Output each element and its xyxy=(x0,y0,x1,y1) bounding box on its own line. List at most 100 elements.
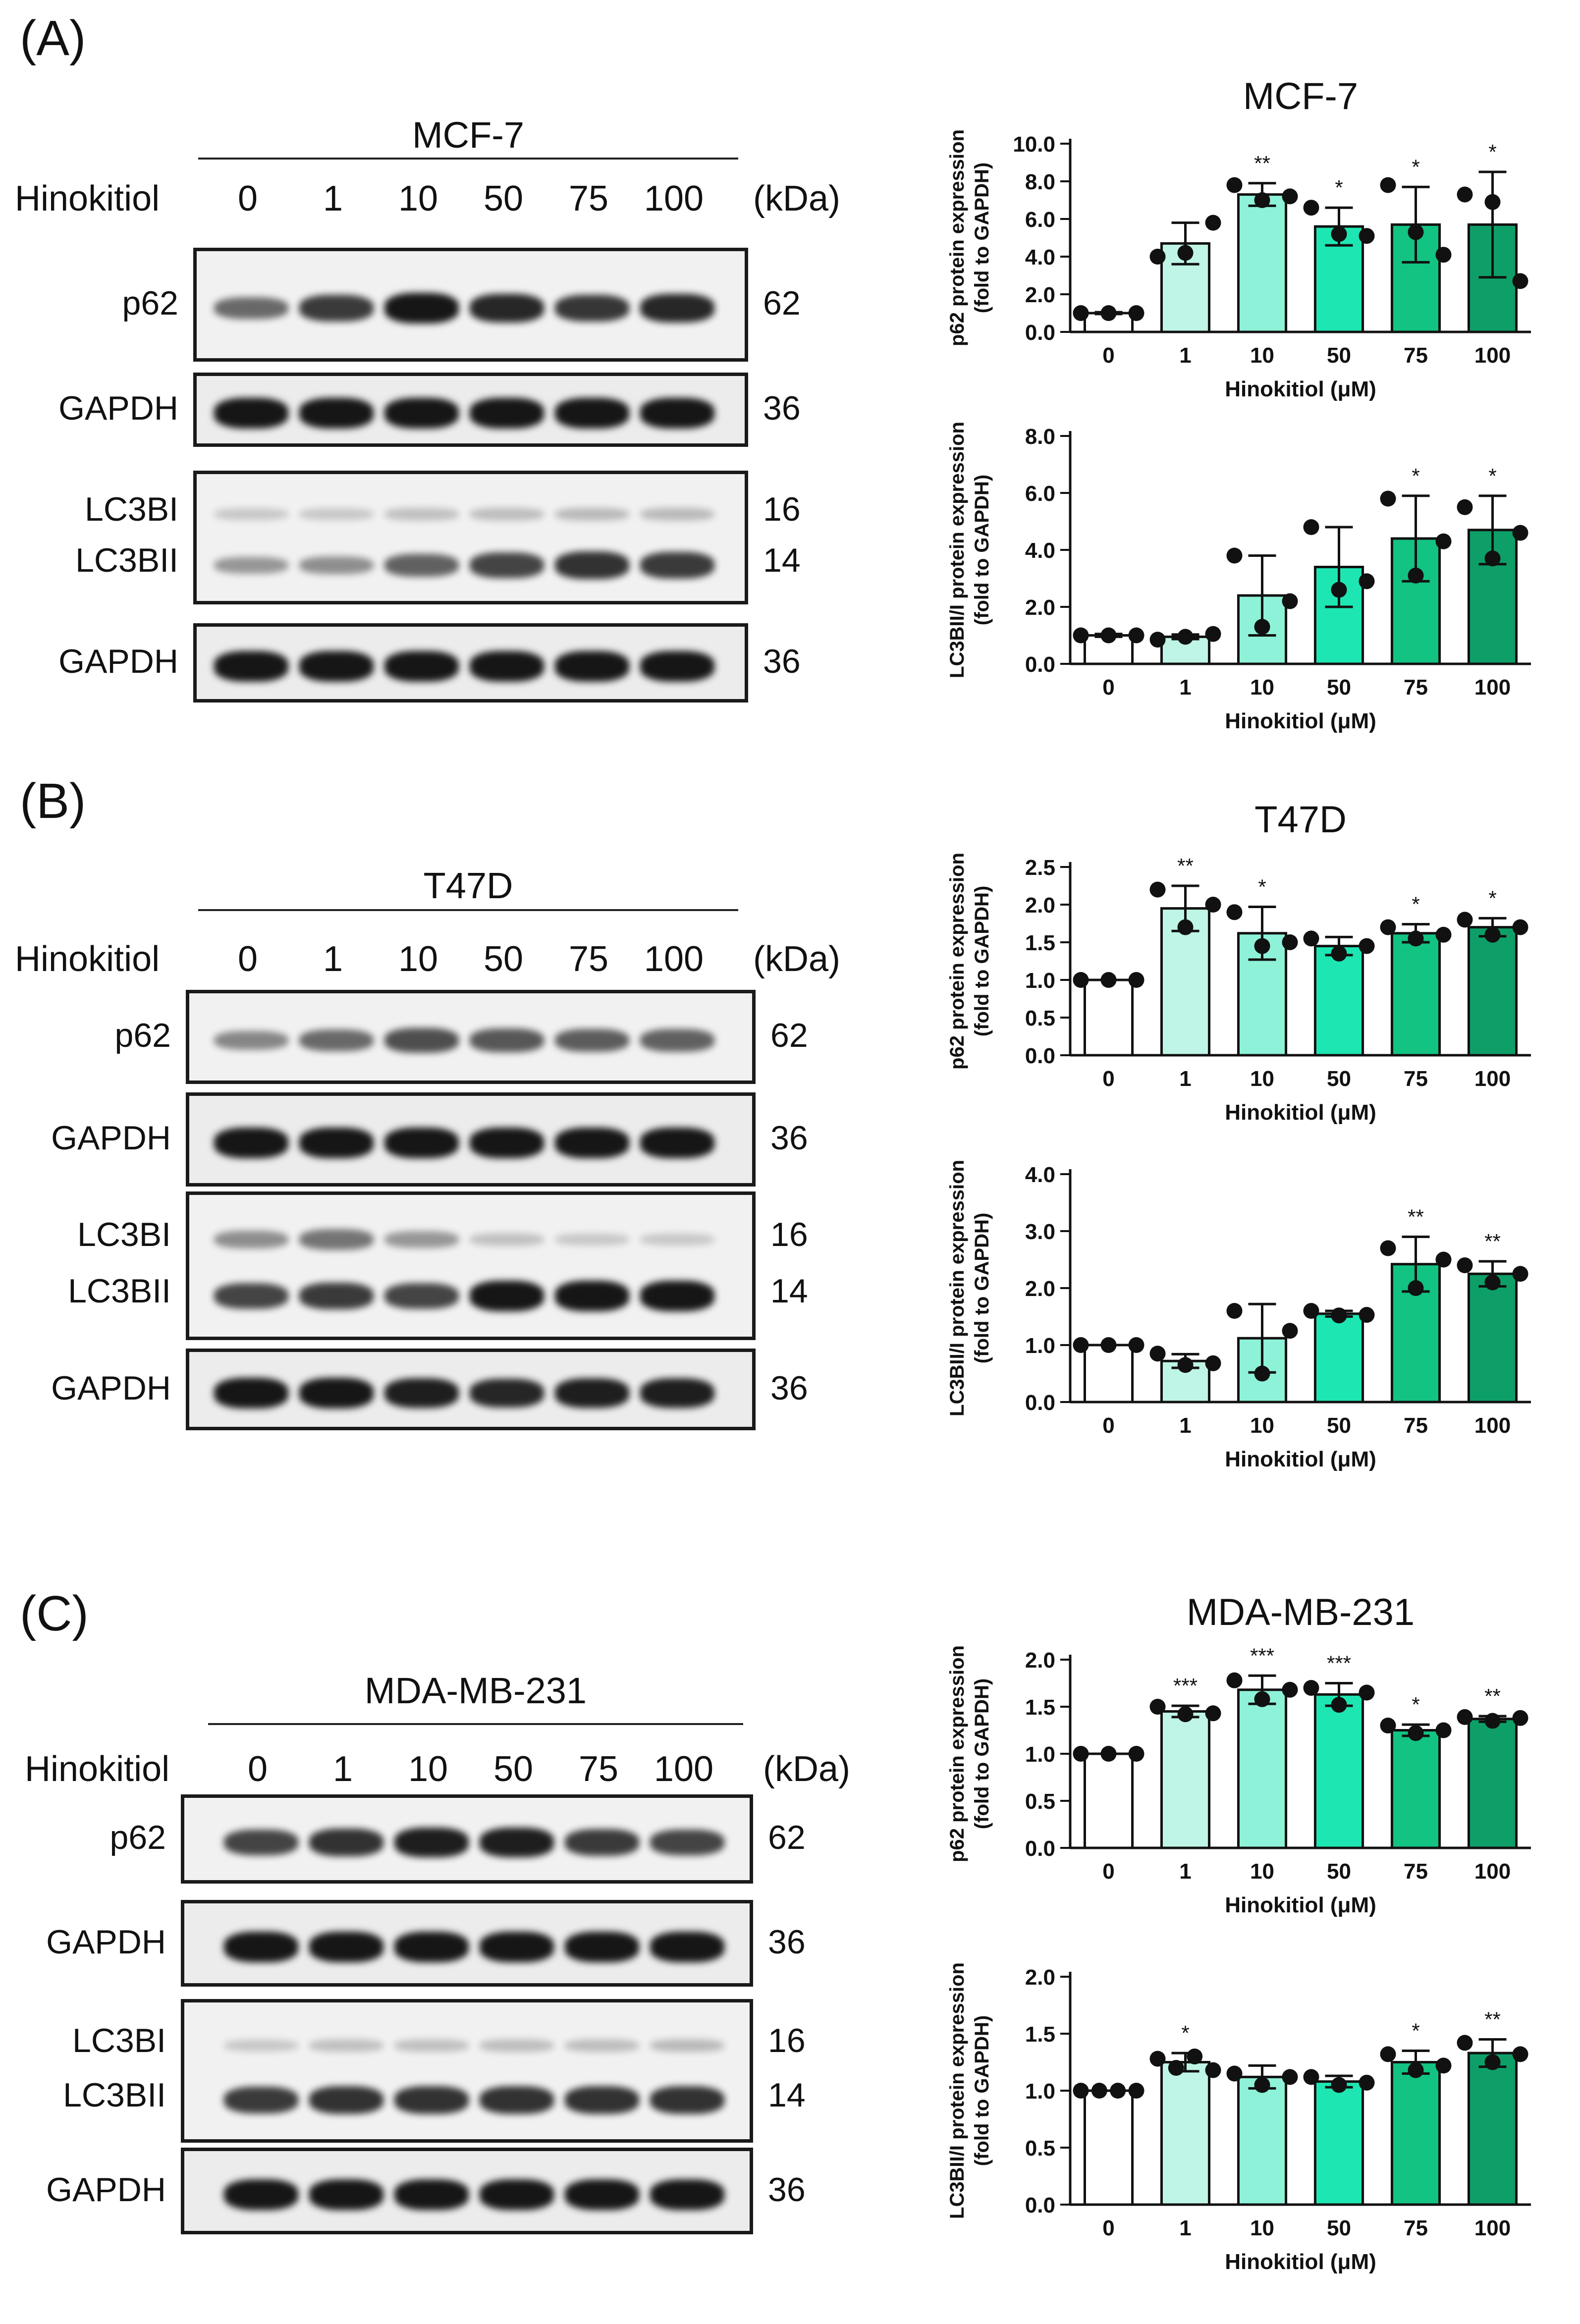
cell-line-rule xyxy=(208,1723,743,1725)
data-point xyxy=(1457,912,1473,927)
data-point xyxy=(1073,1337,1089,1353)
chart-title: MDA-MB-231 xyxy=(1187,1591,1415,1633)
blot-p62 xyxy=(186,990,756,1084)
protein-band xyxy=(394,1932,469,1962)
data-point xyxy=(1073,2083,1089,2099)
data-point xyxy=(1485,1275,1501,1291)
x-tick-label: 100 xyxy=(1474,2216,1511,2240)
protein-band xyxy=(470,552,544,578)
data-point xyxy=(1282,594,1298,609)
data-point xyxy=(1380,491,1396,507)
protein-band xyxy=(224,2040,298,2052)
lane-label: 1 xyxy=(333,1749,353,1789)
data-point xyxy=(1436,2057,1452,2073)
data-point xyxy=(1254,619,1270,635)
bar xyxy=(1161,2062,1209,2205)
bar xyxy=(1238,1690,1286,1848)
cell-line-title: MCF-7 xyxy=(198,114,738,156)
protein-band xyxy=(640,552,714,579)
chart-title: MCF-7 xyxy=(1243,75,1358,117)
significance-marker: ** xyxy=(1484,1684,1501,1708)
protein-band xyxy=(299,1229,374,1250)
blot-gapdh2 xyxy=(193,623,748,703)
y-axis-label: (fold to GAPDH) xyxy=(971,886,993,1036)
data-point xyxy=(1178,629,1194,645)
blot-row-label: LC3BII xyxy=(42,1272,171,1310)
x-tick-label: 50 xyxy=(1327,1067,1351,1091)
protein-band xyxy=(384,1028,459,1053)
bar-chart-B-lc3: 0.01.02.03.04.0LC3BII/I protein expressi… xyxy=(917,1144,1561,1486)
protein-band xyxy=(299,651,374,682)
kda-unit-label: (kDa) xyxy=(753,939,840,979)
data-point xyxy=(1150,249,1166,265)
data-point xyxy=(1304,200,1319,216)
data-point xyxy=(1150,882,1166,898)
data-point xyxy=(1129,972,1144,988)
data-point xyxy=(1101,972,1117,988)
blot-row-label: p62 xyxy=(50,284,178,323)
blot-row-label: LC3BI xyxy=(37,2021,166,2060)
y-tick-label: 0.0 xyxy=(1025,1044,1055,1068)
significance-marker: * xyxy=(1258,875,1266,899)
blot-row-label: p62 xyxy=(42,1016,171,1055)
bar xyxy=(1085,2091,1132,2205)
protein-band xyxy=(650,1932,724,1962)
x-tick-label: 1 xyxy=(1179,1067,1191,1091)
kda-marker: 62 xyxy=(768,1818,806,1857)
data-point xyxy=(1408,1725,1424,1741)
y-axis-label: p62 protein expression xyxy=(946,1645,968,1862)
bar xyxy=(1238,195,1286,332)
cell-line-rule xyxy=(198,158,738,160)
data-point xyxy=(1457,1709,1473,1725)
significance-marker: *** xyxy=(1327,1652,1351,1675)
data-point xyxy=(1205,626,1221,642)
data-point xyxy=(1150,1699,1166,1715)
data-point xyxy=(1331,226,1347,242)
kda-marker: 16 xyxy=(763,490,801,529)
protein-band xyxy=(555,508,629,521)
data-point xyxy=(1205,215,1221,231)
bar xyxy=(1315,946,1362,1055)
cell-line-rule xyxy=(198,909,738,911)
significance-marker: * xyxy=(1412,155,1419,178)
data-point xyxy=(1150,1346,1166,1361)
y-axis-label: (fold to GAPDH) xyxy=(971,162,993,313)
protein-band xyxy=(299,1128,374,1158)
data-point xyxy=(1178,1706,1194,1722)
protein-band xyxy=(640,1234,714,1245)
protein-band xyxy=(470,398,544,429)
data-point xyxy=(1205,1355,1221,1371)
data-point xyxy=(1331,946,1347,962)
protein-band xyxy=(384,398,459,429)
y-tick-label: 1.0 xyxy=(1025,969,1055,993)
data-point xyxy=(1178,245,1194,261)
data-point xyxy=(1254,2077,1270,2093)
protein-band xyxy=(309,2179,383,2210)
protein-band xyxy=(224,2087,298,2113)
y-tick-label: 6.0 xyxy=(1025,208,1055,232)
significance-marker: *** xyxy=(1250,1644,1274,1667)
y-tick-label: 10.0 xyxy=(1013,132,1055,157)
data-point xyxy=(1150,2051,1166,2067)
cell-line-title: MDA-MB-231 xyxy=(208,1670,743,1712)
x-tick-label: 50 xyxy=(1327,1413,1351,1438)
kda-unit-label: (kDa) xyxy=(763,1749,850,1789)
significance-marker: *** xyxy=(1173,1674,1198,1697)
x-tick-label: 100 xyxy=(1474,1413,1511,1438)
data-point xyxy=(1254,1366,1270,1382)
x-tick-label: 50 xyxy=(1327,2216,1351,2240)
data-point xyxy=(1304,1680,1319,1696)
protein-band xyxy=(565,1829,639,1856)
protein-band xyxy=(555,1128,629,1158)
data-point xyxy=(1101,1337,1117,1353)
protein-band xyxy=(299,556,374,574)
protein-band xyxy=(650,2039,724,2053)
data-point xyxy=(1485,550,1501,566)
x-tick-label: 0 xyxy=(1102,675,1114,700)
protein-band xyxy=(470,1028,544,1052)
lane-label: 0 xyxy=(248,1749,268,1789)
x-tick-label: 75 xyxy=(1404,1067,1428,1091)
bar xyxy=(1469,2053,1516,2205)
blot-gapdh1 xyxy=(181,1900,753,1987)
protein-band xyxy=(299,1029,374,1051)
